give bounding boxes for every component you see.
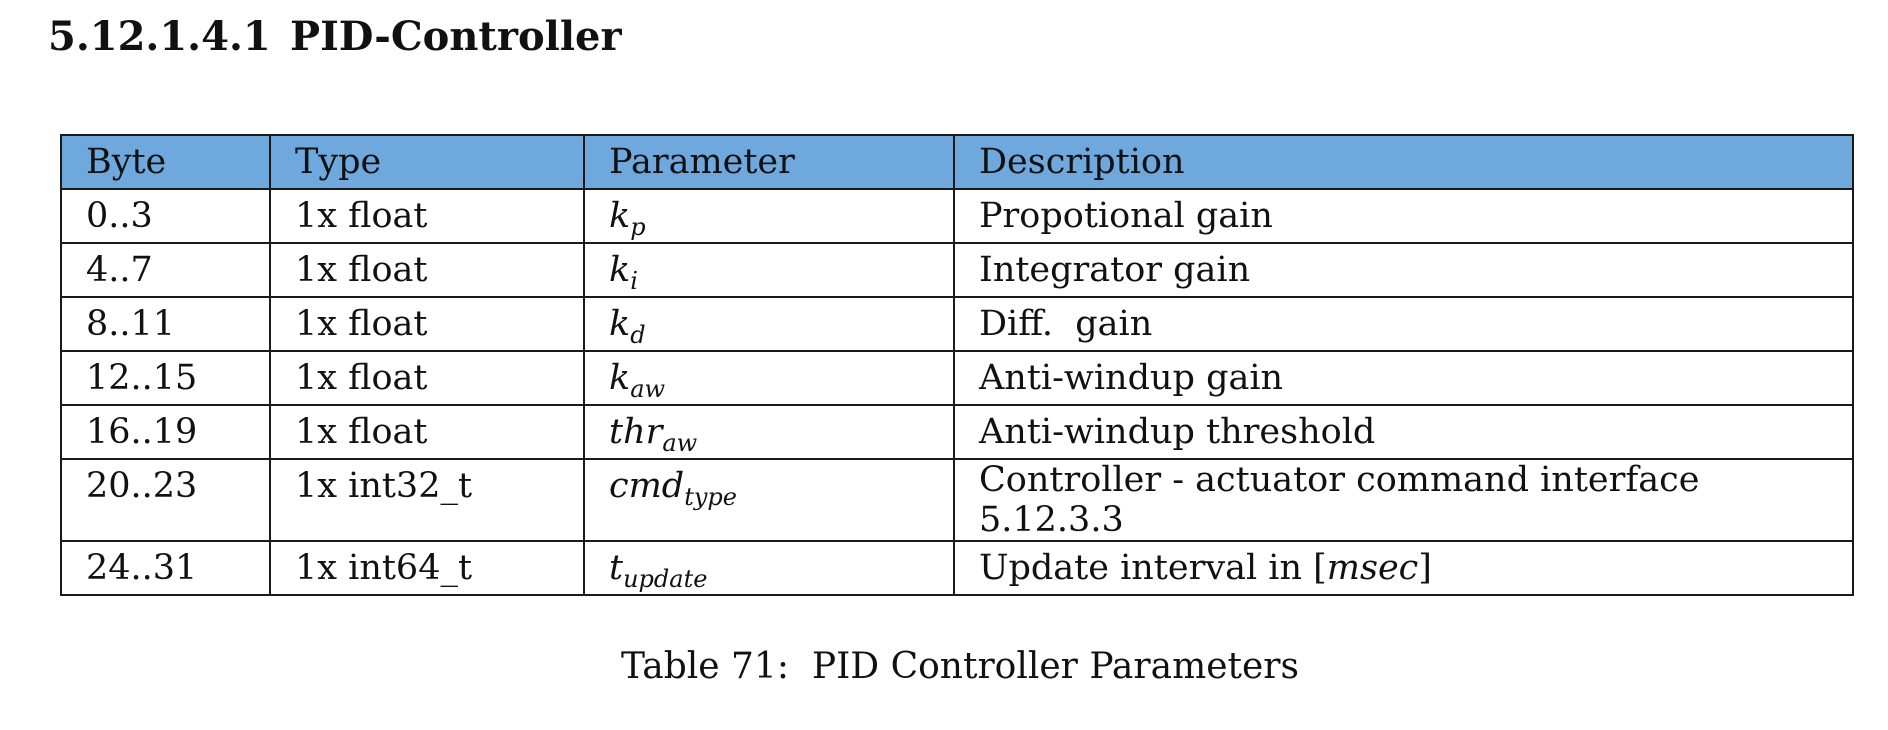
cell-description: Update interval in [msec] bbox=[953, 540, 1854, 596]
param-symbol: t bbox=[609, 548, 624, 588]
cell-byte: 8..11 bbox=[60, 296, 271, 352]
cell-byte: 20..23 bbox=[60, 458, 271, 542]
description-text: Update interval in bbox=[979, 548, 1303, 588]
section-number: 5.12.1.4.1 bbox=[48, 12, 271, 60]
param-symbol: k bbox=[609, 196, 631, 236]
cell-description: Anti-windup threshold bbox=[953, 404, 1854, 460]
param-symbol: cmd bbox=[609, 466, 685, 506]
section-heading: 5.12.1.4.1 PID-Controller bbox=[48, 8, 622, 64]
section-reference: 5.12.3.3 bbox=[979, 500, 1124, 540]
param-symbol: k bbox=[609, 304, 631, 344]
cell-byte: 16..19 bbox=[60, 404, 271, 460]
table-row: 24..31 1x int64_t tupdate Update interva… bbox=[60, 540, 1854, 596]
cell-description: Controller - actuator command interface … bbox=[953, 458, 1854, 542]
table-header-row: Byte Type Parameter Description bbox=[60, 134, 1854, 190]
description-line: Controller - actuator command interface bbox=[979, 460, 1700, 500]
cell-parameter: tupdate bbox=[583, 540, 955, 596]
cell-type: 1x int64_t bbox=[269, 540, 585, 596]
cell-byte: 4..7 bbox=[60, 242, 271, 298]
header-description: Description bbox=[953, 134, 1854, 190]
table-row: 16..19 1x float thraw Anti-windup thresh… bbox=[60, 404, 1854, 460]
cell-type: 1x float bbox=[269, 350, 585, 406]
table-row: 12..15 1x float kaw Anti-windup gain bbox=[60, 350, 1854, 406]
table-row: 0..3 1x float kp Propotional gain bbox=[60, 188, 1854, 244]
table-row: 8..11 1x float kd Diff. gain bbox=[60, 296, 1854, 352]
param-symbol: k bbox=[609, 358, 631, 398]
cell-byte: 12..15 bbox=[60, 350, 271, 406]
cell-parameter: kd bbox=[583, 296, 955, 352]
cell-parameter: kp bbox=[583, 188, 955, 244]
param-symbol: thr bbox=[609, 412, 663, 452]
cell-type: 1x int32_t bbox=[269, 458, 585, 542]
cell-description: Anti-windup gain bbox=[953, 350, 1854, 406]
cell-type: 1x float bbox=[269, 188, 585, 244]
cell-byte: 24..31 bbox=[60, 540, 271, 596]
unit-symbol: msec bbox=[1326, 548, 1419, 588]
cell-type: 1x float bbox=[269, 296, 585, 352]
param-subscript: aw bbox=[662, 429, 698, 457]
cell-description: Propotional gain bbox=[953, 188, 1854, 244]
cell-parameter: cmdtype bbox=[583, 458, 955, 542]
pid-parameters-table: Byte Type Parameter Description 0..3 1x … bbox=[60, 134, 1854, 596]
cell-description: Integrator gain bbox=[953, 242, 1854, 298]
table-row: 4..7 1x float ki Integrator gain bbox=[60, 242, 1854, 298]
param-subscript: i bbox=[630, 267, 638, 295]
cell-type: 1x float bbox=[269, 404, 585, 460]
header-parameter: Parameter bbox=[583, 134, 955, 190]
cell-byte: 0..3 bbox=[60, 188, 271, 244]
table-caption: Table 71: PID Controller Parameters bbox=[621, 645, 1299, 687]
cell-parameter: kaw bbox=[583, 350, 955, 406]
header-type: Type bbox=[269, 134, 585, 190]
cell-parameter: ki bbox=[583, 242, 955, 298]
section-title: PID-Controller bbox=[290, 12, 622, 60]
cell-description: Diff. gain bbox=[953, 296, 1854, 352]
param-subscript: d bbox=[630, 321, 646, 349]
table-row: 20..23 1x int32_t cmdtype Controller - a… bbox=[60, 458, 1854, 542]
param-subscript: p bbox=[630, 213, 646, 241]
cell-type: 1x float bbox=[269, 242, 585, 298]
param-subscript: update bbox=[623, 565, 708, 593]
cell-parameter: thraw bbox=[583, 404, 955, 460]
param-symbol: k bbox=[609, 250, 631, 290]
param-subscript: aw bbox=[630, 375, 666, 403]
param-subscript: type bbox=[684, 483, 737, 511]
header-byte: Byte bbox=[60, 134, 271, 190]
